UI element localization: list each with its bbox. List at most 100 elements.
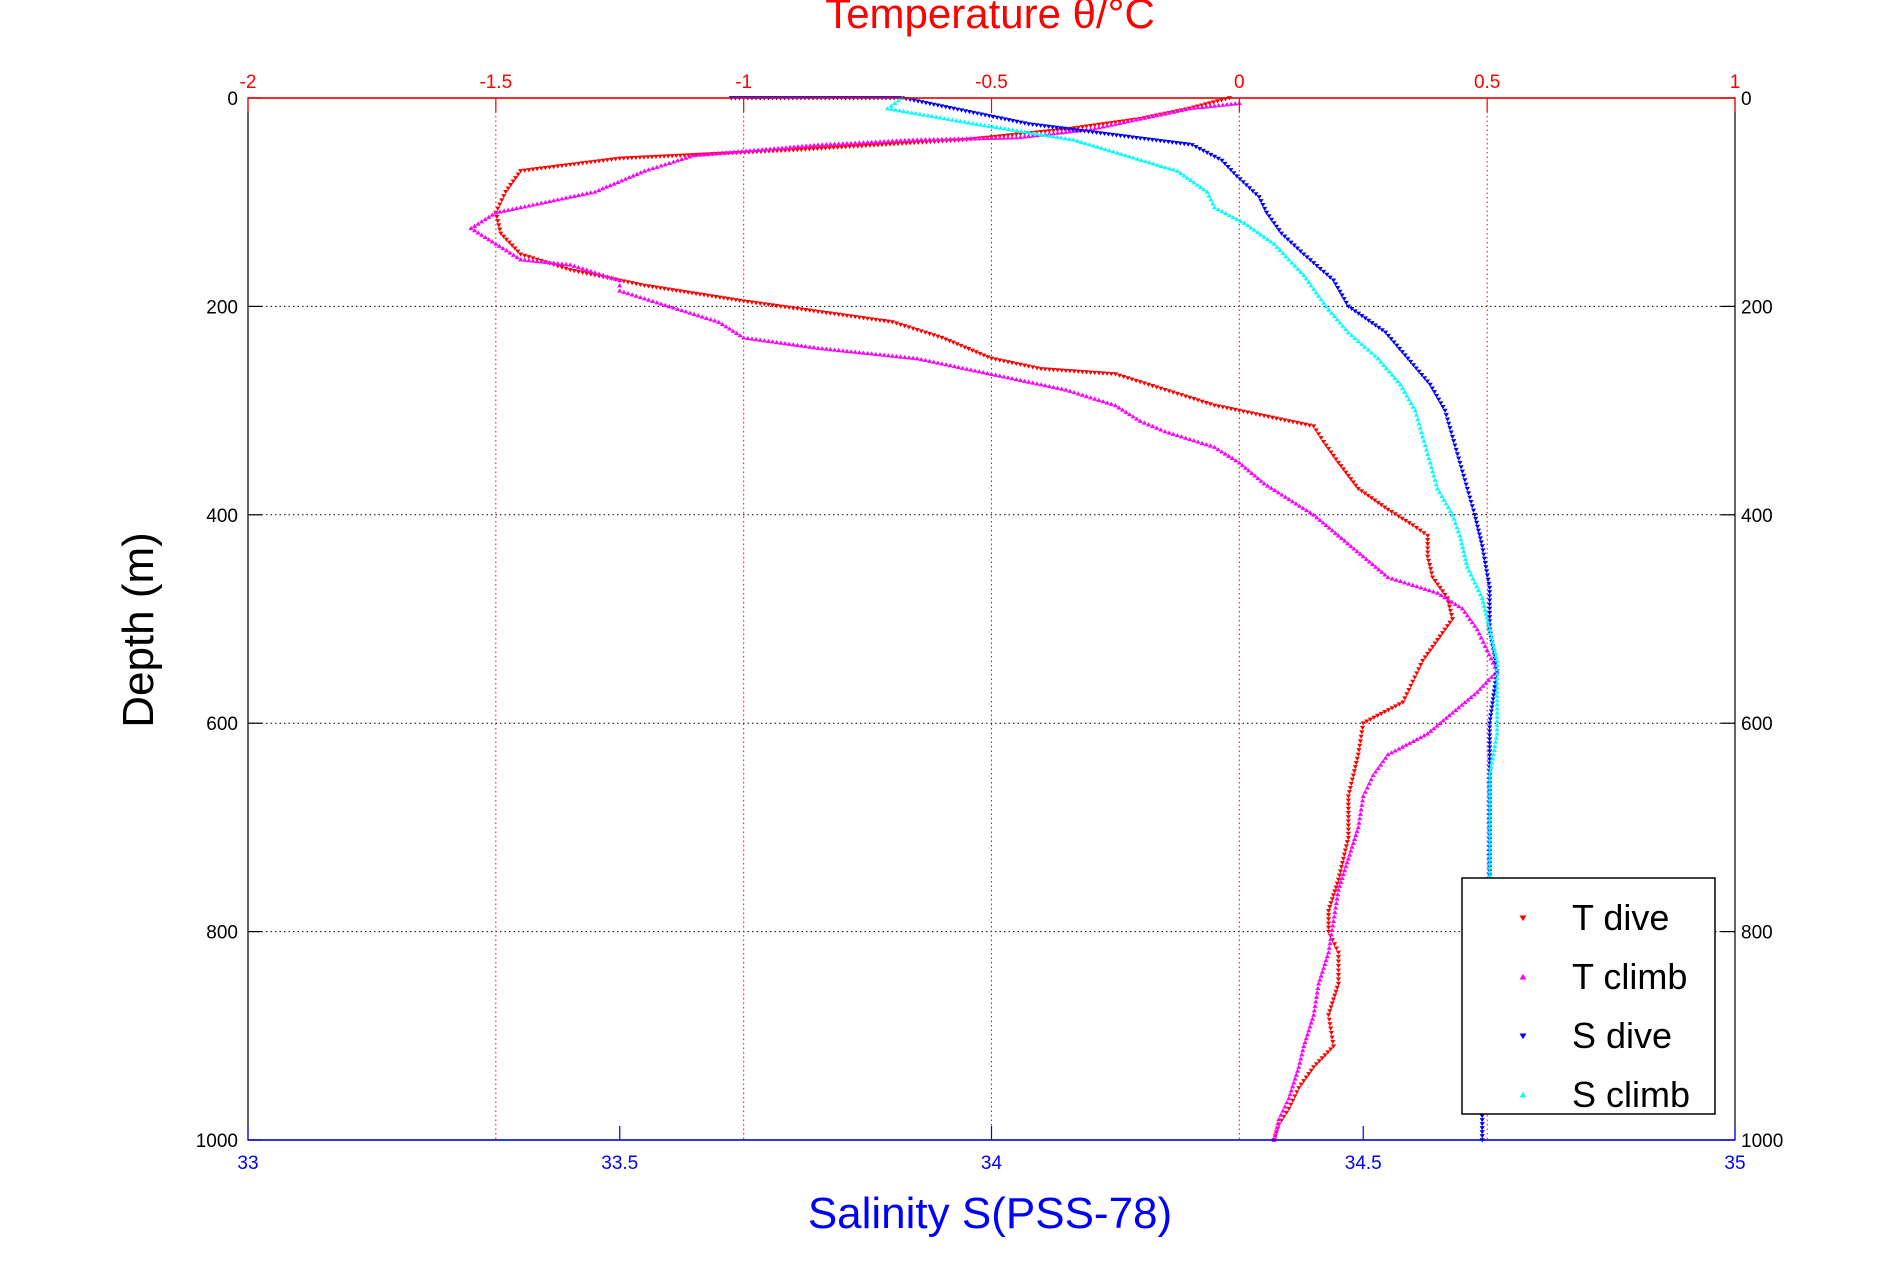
t-dive-point [1133,378,1139,383]
s-climb-point [1298,269,1304,274]
t-dive-point [1313,428,1319,433]
s-climb-point [1472,580,1478,585]
s-dive-point [1065,127,1072,132]
t-dive-point [1375,500,1381,505]
t-dive-point [621,279,627,284]
t-climb-point [1389,750,1395,755]
t-climb-point [1042,383,1048,388]
t-dive-point [1385,507,1391,512]
x-bottom-tick-label: 33 [237,1153,258,1174]
s-climb-point [1174,168,1180,173]
t-climb-point [984,135,990,141]
t-dive-point [1341,852,1348,857]
t-dive-point [1330,1039,1336,1045]
s-dive-point [1054,125,1060,130]
s-dive-point [1436,397,1442,402]
t-dive-point [1426,558,1432,563]
s-dive-point [1278,231,1285,236]
t-dive-point [501,194,507,199]
t-climb-point [695,313,701,318]
s-climb-point [905,109,911,114]
s-dive-point [919,100,925,105]
t-climb-point [1342,538,1348,543]
t-dive-point [786,148,792,153]
s-climb-point [1487,788,1493,794]
t-dive-point [807,308,813,313]
t-climb-point [935,136,941,142]
s-climb-point [1487,865,1493,870]
s-climb-point [1066,136,1072,141]
t-climb-point [1476,631,1482,636]
t-dive-point [830,145,837,151]
t-dive-point [501,234,507,239]
t-climb-point [743,148,749,153]
t-dive-point [1335,977,1342,982]
t-climb-point [670,305,677,310]
t-climb-point [1293,501,1299,506]
s-dive-point [1479,1126,1485,1131]
t-climb-point [939,361,945,366]
t-dive-point [757,301,763,306]
t-climb-point [860,140,867,145]
s-dive-point [1247,186,1253,191]
t-climb-point [567,194,573,199]
s-dive-point [1485,577,1491,582]
t-dive-point [494,214,500,220]
s-climb-point [1114,150,1120,155]
s-climb-point [1219,208,1225,214]
t-climb-point [1330,923,1336,928]
t-dive-point [863,143,869,149]
t-climb-point [836,347,842,353]
t-climb-point [1446,713,1452,718]
s-dive-point [1438,401,1444,406]
t-climb-point [1376,567,1382,572]
t-climb-point [719,321,726,327]
t-climb-point [691,311,697,317]
s-dive-point [1026,122,1032,127]
t-climb-point [1364,785,1370,790]
t-climb-point [546,260,553,265]
t-climb-point [1380,759,1386,764]
t-climb-point [703,151,709,157]
s-climb-point [1425,451,1431,456]
t-dive-point [1042,129,1048,134]
t-dive-point [1439,631,1446,636]
s-climb-point [921,112,927,117]
s-dive-point [1431,390,1438,395]
s-climb-point [937,115,943,120]
t-climb-point [1345,856,1351,861]
t-climb-point [555,261,561,266]
t-climb-point [1108,401,1114,406]
t-climb-point [823,346,829,351]
s-climb-point [1418,429,1425,435]
s-dive-point [1468,499,1474,505]
s-climb-point [1355,338,1361,343]
t-climb-point [1325,950,1332,955]
t-climb-point [751,147,757,153]
s-dive-point [1193,145,1199,150]
s-climb-point [1468,572,1474,577]
t-climb-point [939,136,945,141]
t-dive-point [1187,395,1193,400]
t-dive-point [1360,721,1366,726]
s-dive-point [1402,353,1408,358]
s-climb-point [961,119,968,124]
t-climb-point [634,171,640,176]
s-dive-point [1488,709,1494,714]
t-climb-point [1067,388,1073,393]
t-dive-point [629,156,635,161]
t-dive-point [1327,1022,1333,1027]
t-dive-point [895,141,901,147]
t-climb-point [1314,515,1320,520]
t-dive-point [741,299,747,304]
t-climb-point [1442,595,1448,600]
t-dive-point [1350,773,1356,778]
t-dive-point [1298,1082,1304,1087]
t-dive-point [1410,679,1416,684]
y-tick-label-right: 600 [1741,714,1773,735]
t-climb-point [1482,643,1488,648]
t-dive-point [827,311,834,316]
t-climb-point [869,351,875,356]
s-dive-point [947,105,953,111]
s-climb-point [1234,216,1240,221]
